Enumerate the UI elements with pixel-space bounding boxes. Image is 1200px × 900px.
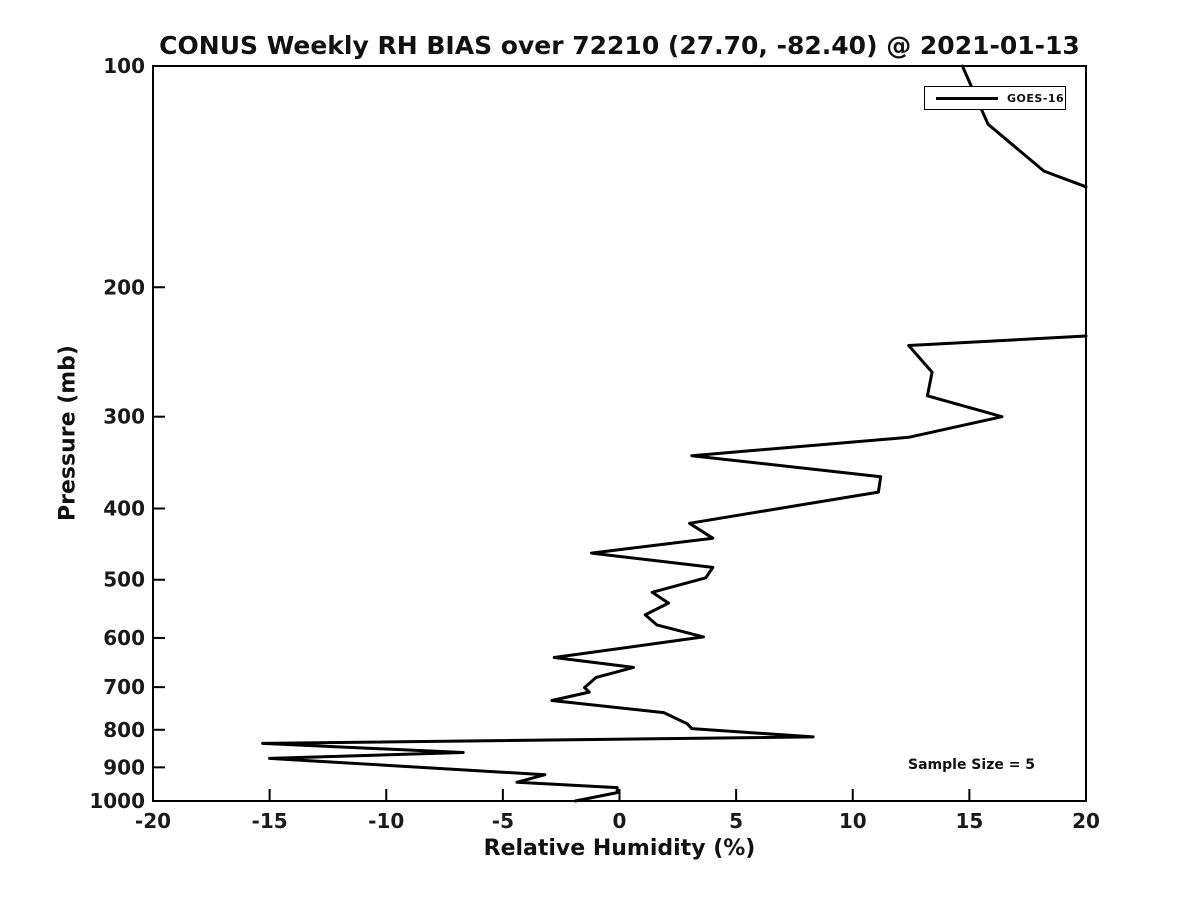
- y-tick-label: 500: [103, 568, 145, 592]
- x-tick-label: 0: [613, 809, 627, 833]
- x-tick-label: -5: [492, 809, 514, 833]
- x-tick-label: 20: [1072, 809, 1100, 833]
- y-tick-label: 600: [103, 626, 145, 650]
- chart-title: CONUS Weekly RH BIAS over 72210 (27.70, …: [159, 31, 1080, 60]
- x-tick-label: -15: [252, 809, 288, 833]
- sample-size-annotation: Sample Size = 5: [908, 757, 1036, 773]
- y-tick-label: 700: [103, 675, 145, 699]
- y-tick-label: 300: [103, 405, 145, 429]
- y-tick-label: 400: [103, 497, 145, 521]
- x-axis-label: Relative Humidity (%): [483, 836, 756, 861]
- legend: GOES-16: [924, 86, 1066, 110]
- x-tick-label: 15: [955, 809, 983, 833]
- y-tick-label: 800: [103, 718, 145, 742]
- data-line-goes-16: [261, 334, 1088, 803]
- x-tick-label: -10: [368, 809, 404, 833]
- y-tick-label: 900: [103, 755, 145, 779]
- legend-label: GOES-16: [1007, 91, 1065, 105]
- y-tick-label: 100: [103, 54, 145, 78]
- y-axis-label: Pressure (mb): [55, 345, 81, 521]
- x-tick-label: 5: [729, 809, 743, 833]
- x-tick-label: -20: [135, 809, 171, 833]
- x-tick-label: 10: [839, 809, 867, 833]
- legend-line-sample: [936, 96, 998, 100]
- plot-border: [152, 65, 1087, 802]
- data-line-goes-16: [960, 64, 1088, 189]
- y-tick-label: 200: [103, 275, 145, 299]
- y-tick-label: 1000: [89, 789, 145, 813]
